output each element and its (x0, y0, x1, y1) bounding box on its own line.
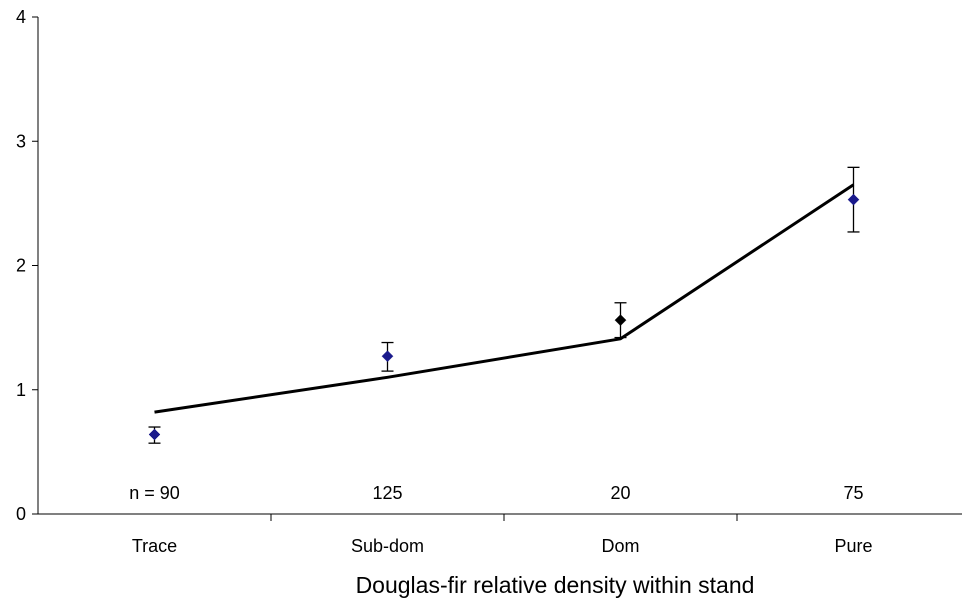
diamond-marker (847, 193, 860, 206)
sample-size-label: 75 (843, 483, 863, 503)
labels-layer: 0 1 2 3 4 Trace Sub-dom Dom Pure n = 90 125 20 75 (16, 7, 873, 556)
x-tick-label: Trace (132, 536, 177, 556)
y-tick-label: 2 (16, 256, 26, 276)
y-tick-label: 4 (16, 7, 26, 27)
diamond-marker (614, 314, 627, 327)
data-point (847, 166, 860, 233)
x-tick-label: Sub-dom (351, 536, 424, 556)
series-line-layer (154, 183, 855, 414)
markers-layer (148, 166, 860, 444)
sample-size-label: n = 90 (129, 483, 180, 503)
y-tick-label: 0 (16, 504, 26, 524)
data-point (614, 302, 627, 339)
x-tick-label: Pure (834, 536, 872, 556)
axes (32, 16, 962, 521)
sample-size-label: 125 (372, 483, 402, 503)
y-tick-label: 3 (16, 131, 26, 151)
diamond-marker (381, 350, 394, 363)
diamond-marker (148, 428, 161, 441)
x-axis-title: Douglas-fir relative density within stan… (356, 572, 755, 598)
data-point (381, 341, 394, 372)
y-tick-label: 1 (16, 380, 26, 400)
x-tick-label: Dom (601, 536, 639, 556)
sample-size-label: 20 (610, 483, 630, 503)
series-line (154, 183, 855, 414)
data-point (148, 426, 161, 444)
